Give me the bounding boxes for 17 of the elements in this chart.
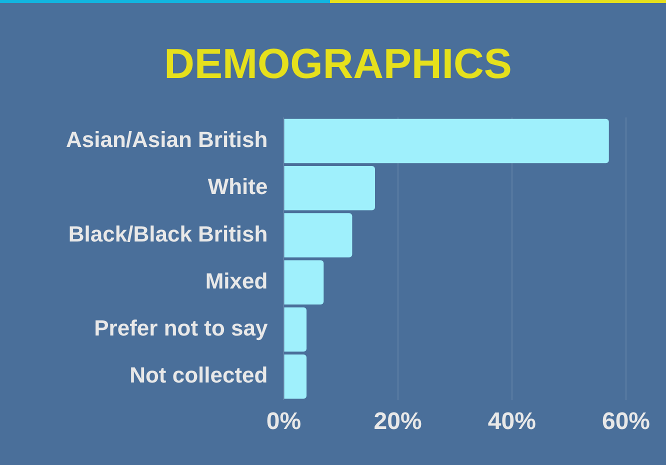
bar (284, 213, 352, 258)
y-tick-label: Mixed (205, 268, 268, 294)
bar (284, 166, 375, 210)
y-tick-label: Black/Black British (68, 221, 268, 246)
x-tick-label: 40% (488, 408, 536, 436)
y-tick-label: White (208, 174, 268, 200)
x-tick-label: 60% (602, 408, 650, 436)
y-tick-label: Not collected (130, 362, 268, 388)
x-tick-label: 20% (374, 408, 422, 436)
y-tick-label: Prefer not to say (94, 316, 268, 341)
bar (284, 354, 307, 399)
chart-title: DEMOGRAPHICS (164, 40, 512, 87)
y-tick-label: Asian/Asian British (66, 127, 268, 152)
bar (284, 118, 609, 164)
bar (284, 260, 324, 305)
bar (284, 307, 307, 352)
x-tick-label: 0% (266, 408, 302, 436)
